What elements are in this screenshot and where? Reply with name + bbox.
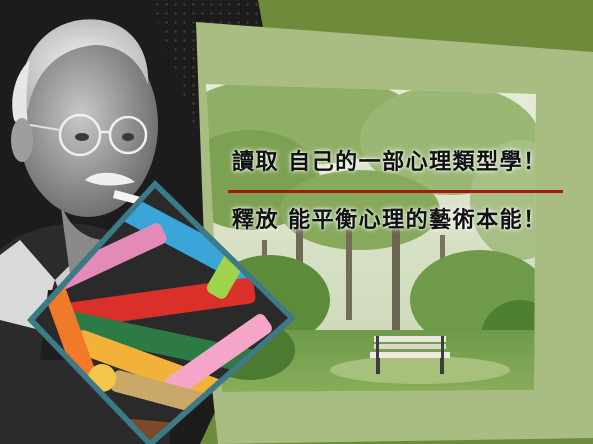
headline-line-2: 釋放 能平衡心理的藝術本能！	[232, 208, 547, 233]
headline-divider	[228, 190, 563, 193]
headline-line-1: 讀取 自己的一部心理類型學！	[232, 150, 547, 175]
bench-graphic	[370, 336, 450, 374]
